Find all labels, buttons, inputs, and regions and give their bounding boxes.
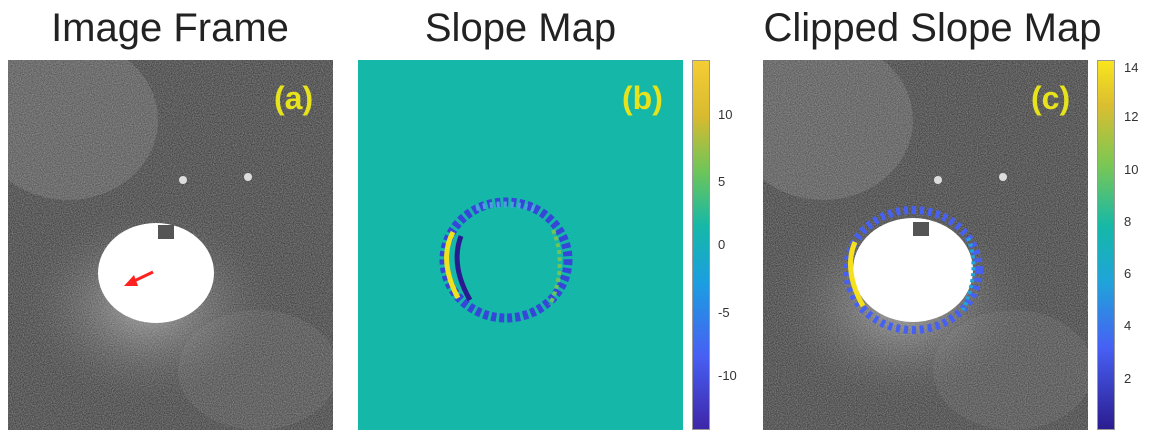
- title-image-frame: Image Frame: [51, 6, 289, 50]
- image-frame-panel: (a): [8, 60, 333, 430]
- colorbar-b-tick: -10: [718, 368, 737, 383]
- colorbar-b-tick: 0: [718, 237, 726, 252]
- panel-label-a: (a): [274, 80, 314, 116]
- colorbar-b-tick: 5: [718, 174, 726, 189]
- colorbar-b: [692, 60, 710, 430]
- panel-label-b: (b): [622, 80, 663, 116]
- colorbar-c-tick: 6: [1124, 266, 1132, 281]
- title-slope-map: Slope Map: [424, 6, 617, 50]
- clipped-slope-map-panel: (c): [763, 60, 1088, 430]
- colorbar-c-tick: 8: [1124, 214, 1132, 229]
- mri-image-a: [8, 60, 333, 430]
- slope-map-panel: (b): [358, 60, 683, 430]
- colorbar-b-tick: 10: [718, 107, 733, 122]
- colorbar-c: [1097, 60, 1115, 430]
- colorbar-c-tick: 2: [1124, 371, 1132, 386]
- mri-image-c: [763, 60, 1088, 430]
- colorbar-c-tick: 12: [1124, 109, 1139, 124]
- colorbar-b-tick: -5: [718, 305, 730, 320]
- arrow-icon: [124, 270, 154, 286]
- slope-ring: [439, 197, 573, 323]
- colorbar-c-tick: 14: [1124, 60, 1139, 75]
- colorbar-c-tick: 10: [1124, 162, 1139, 177]
- colorbar-c-tick: 4: [1124, 318, 1132, 333]
- panel-label-c: (c): [1031, 80, 1071, 116]
- title-clipped-slope-map: Clipped Slope Map: [763, 6, 1102, 50]
